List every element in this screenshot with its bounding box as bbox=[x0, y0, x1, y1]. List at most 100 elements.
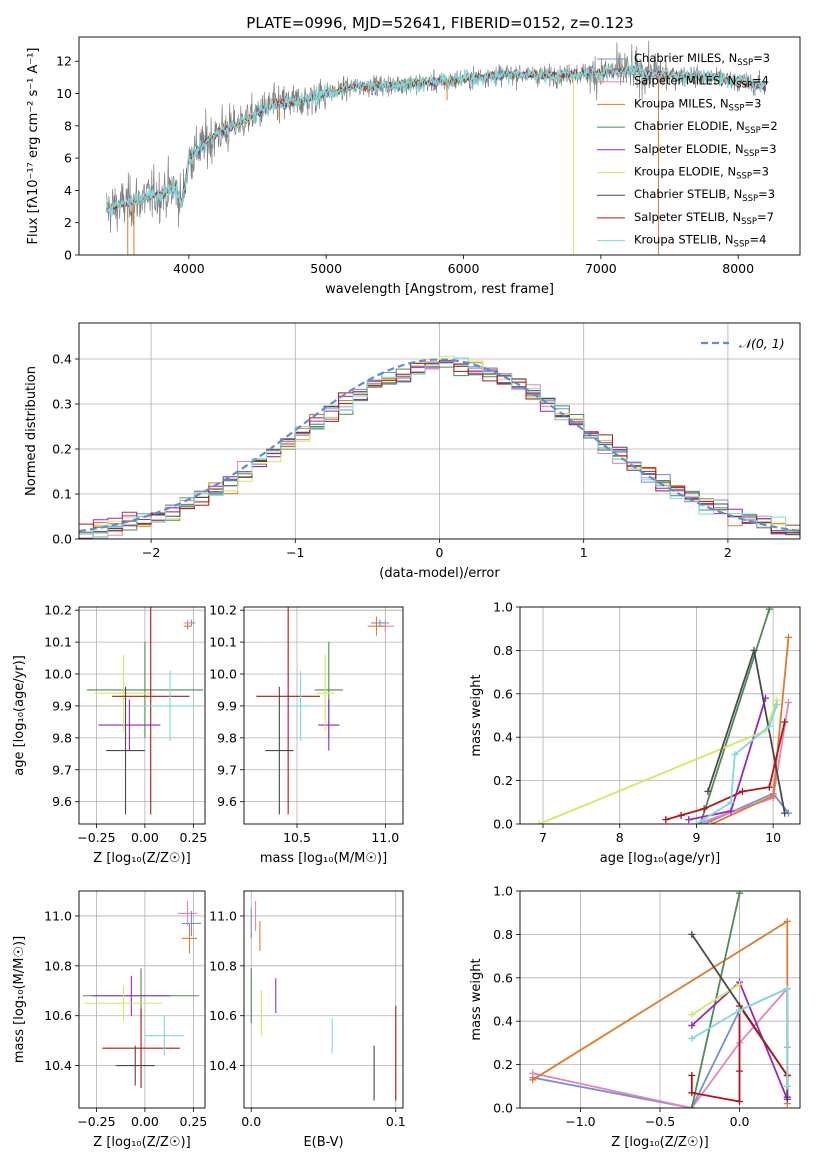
panel-residuals: −2 −1 0 1 2 0.0 0.1 0.2 0.3 0.4 (data-model)/error… bbox=[24, 322, 801, 581]
x-tick-label: 8 bbox=[616, 830, 624, 845]
x-tick-label: 10.5 bbox=[283, 830, 311, 845]
panels-layer: 4000 5000 6000 7000 8000024681012wavelength … bbox=[12, 36, 801, 1150]
x-tick-label: 10 bbox=[765, 830, 781, 845]
legend-count: =7 bbox=[757, 210, 774, 224]
panel-age_vs_mass: 10.5 11.0 9.6 9.7 9.8 9.9 10.0 10.1 10.2 mass [lo… bbox=[209, 603, 404, 866]
legend-subscript: SSP bbox=[744, 149, 760, 159]
weight-point-marker bbox=[784, 633, 792, 641]
weight-point-marker bbox=[535, 820, 543, 824]
x-axis-label: Z [log₁₀(Z/Z☉)] bbox=[93, 1135, 190, 1150]
legend-entry: Salpeter MILES, NSSP=4 bbox=[634, 74, 769, 91]
weight-point-marker bbox=[692, 820, 700, 824]
x-tick-label: 11.0 bbox=[371, 830, 399, 845]
y-tick-label: 0.3 bbox=[52, 397, 72, 412]
residual-histogram bbox=[79, 357, 800, 539]
panel-mass_vs_Z: −0.25 0.00 0.25 10.4 10.6 10.8 11.0 Z [log₁₀(Z/… bbox=[12, 890, 207, 1150]
y-tick-label: 9.6 bbox=[217, 794, 237, 809]
y-tick-label: 10 bbox=[56, 86, 72, 101]
weight-point-marker bbox=[688, 1104, 696, 1108]
weight-point-marker bbox=[783, 1093, 791, 1101]
y-tick-label: 10.0 bbox=[44, 667, 72, 682]
y-tick-label: 0.6 bbox=[493, 970, 513, 985]
x-axis-label: Z [log₁₀(Z/Z☉)] bbox=[611, 1135, 708, 1150]
y-tick-label: 10.6 bbox=[44, 1008, 72, 1023]
legend-subscript: SSP bbox=[741, 217, 757, 227]
y-tick-label: 0.4 bbox=[52, 352, 72, 367]
x-axis-label: mass [log₁₀(M/M☉)] bbox=[260, 851, 387, 866]
y-tick-label: 9.8 bbox=[52, 730, 72, 745]
plot-area bbox=[79, 891, 205, 1108]
y-tick-label: 11.0 bbox=[209, 908, 237, 923]
legend-subscript: SSP bbox=[742, 194, 758, 204]
x-tick-label: 0.25 bbox=[179, 830, 207, 845]
x-tick-label: 6000 bbox=[448, 261, 480, 276]
legend-count: =3 bbox=[760, 142, 777, 156]
y-tick-label: 0.4 bbox=[493, 1014, 513, 1029]
legend-entry: Kroupa ELODIE, NSSP=3 bbox=[634, 165, 769, 182]
weight-point-marker bbox=[688, 1071, 696, 1079]
weight-point-marker bbox=[731, 751, 739, 759]
axes-frame bbox=[519, 606, 801, 825]
weight-point-marker bbox=[688, 1022, 696, 1030]
normal-distribution-curve bbox=[79, 358, 800, 533]
x-axis-label: age [log₁₀(age/yr)] bbox=[600, 851, 721, 866]
x-tick-label: 0.00 bbox=[131, 1114, 159, 1129]
weight-point-marker bbox=[765, 722, 773, 730]
y-tick-label: 10.2 bbox=[44, 603, 72, 618]
residual-histogram bbox=[79, 355, 800, 539]
weight-series-line bbox=[691, 987, 789, 1087]
weight-point-marker bbox=[700, 805, 708, 813]
figure-title: PLATE=0996, MJD=52641, FIBERID=0152, z=0… bbox=[246, 14, 633, 32]
legend-count: =3 bbox=[744, 96, 761, 110]
weight-point-marker bbox=[677, 811, 685, 819]
weight-point-marker bbox=[708, 820, 716, 824]
weight-point-marker bbox=[727, 798, 735, 806]
legend-subscript: SSP bbox=[737, 58, 753, 68]
legend-subscript: SSP bbox=[745, 126, 761, 136]
y-tick-label: 8 bbox=[64, 118, 72, 133]
weight-point-marker bbox=[662, 816, 670, 824]
axes-frame bbox=[78, 606, 206, 825]
x-tick-label: 1 bbox=[580, 545, 588, 560]
x-axis-label: (data-model)/error bbox=[379, 566, 500, 581]
legend-count: =3 bbox=[752, 165, 769, 179]
legend-count: =4 bbox=[749, 233, 766, 247]
x-axis-label: Z [log₁₀(Z/Z☉)] bbox=[93, 851, 190, 866]
x-tick-label: −1 bbox=[286, 545, 304, 560]
y-tick-label: 0.0 bbox=[493, 1101, 513, 1116]
weight-point-marker bbox=[769, 792, 777, 800]
weight-point-marker bbox=[736, 1006, 744, 1014]
y-tick-label: 2 bbox=[64, 215, 72, 230]
weight-series-line bbox=[690, 893, 741, 1108]
panel-age_vs_Z: −0.25 0.00 0.25 9.6 9.7 9.8 9.9 10.0 10.1 10.2 Z [… bbox=[12, 603, 207, 866]
weight-point-marker bbox=[688, 1035, 696, 1043]
y-tick-label: 9.6 bbox=[52, 794, 72, 809]
y-tick-label: 9.8 bbox=[217, 730, 237, 745]
legend-entry: Salpeter STELIB, NSSP=7 bbox=[634, 210, 774, 227]
y-tick-label: 10.6 bbox=[209, 1008, 237, 1023]
y-tick-label: 12 bbox=[56, 54, 72, 69]
panel-weight_vs_age: 7 8 9 10 0.0 0.2 0.4 0.6 0.8 1.0 age [log₁₀(age/yr… bbox=[469, 600, 801, 866]
y-tick-label: 4 bbox=[64, 183, 72, 198]
x-tick-label: −1.0 bbox=[565, 1114, 595, 1129]
legend-count: =3 bbox=[758, 187, 775, 201]
x-tick-label: 2 bbox=[724, 545, 732, 560]
weight-point-marker bbox=[783, 1082, 791, 1090]
axes-frame bbox=[243, 890, 404, 1109]
y-axis-label: Normed distribution bbox=[24, 366, 39, 496]
legend-entry: 𝒩(0, 1) bbox=[739, 336, 785, 351]
weight-series-line bbox=[711, 637, 790, 824]
weight-point-marker bbox=[783, 985, 791, 993]
y-tick-label: 0.2 bbox=[52, 442, 72, 457]
y-tick-label: 0.0 bbox=[52, 532, 72, 547]
y-tick-label: 0.6 bbox=[493, 686, 513, 701]
weight-point-marker bbox=[781, 718, 789, 726]
panel-weight_vs_Z: −1.0 −0.5 0.0 0.0 0.2 0.4 0.6 0.8 1.0 Z [log₁₀(Z/… bbox=[469, 884, 801, 1150]
legend-entry: Kroupa STELIB, NSSP=4 bbox=[634, 233, 766, 250]
plot-area bbox=[244, 891, 403, 1108]
weight-series-line bbox=[665, 721, 786, 821]
y-tick-label: 0.4 bbox=[493, 730, 513, 745]
x-tick-label: 0.0 bbox=[730, 1114, 750, 1129]
y-tick-label: 10.8 bbox=[44, 958, 72, 973]
